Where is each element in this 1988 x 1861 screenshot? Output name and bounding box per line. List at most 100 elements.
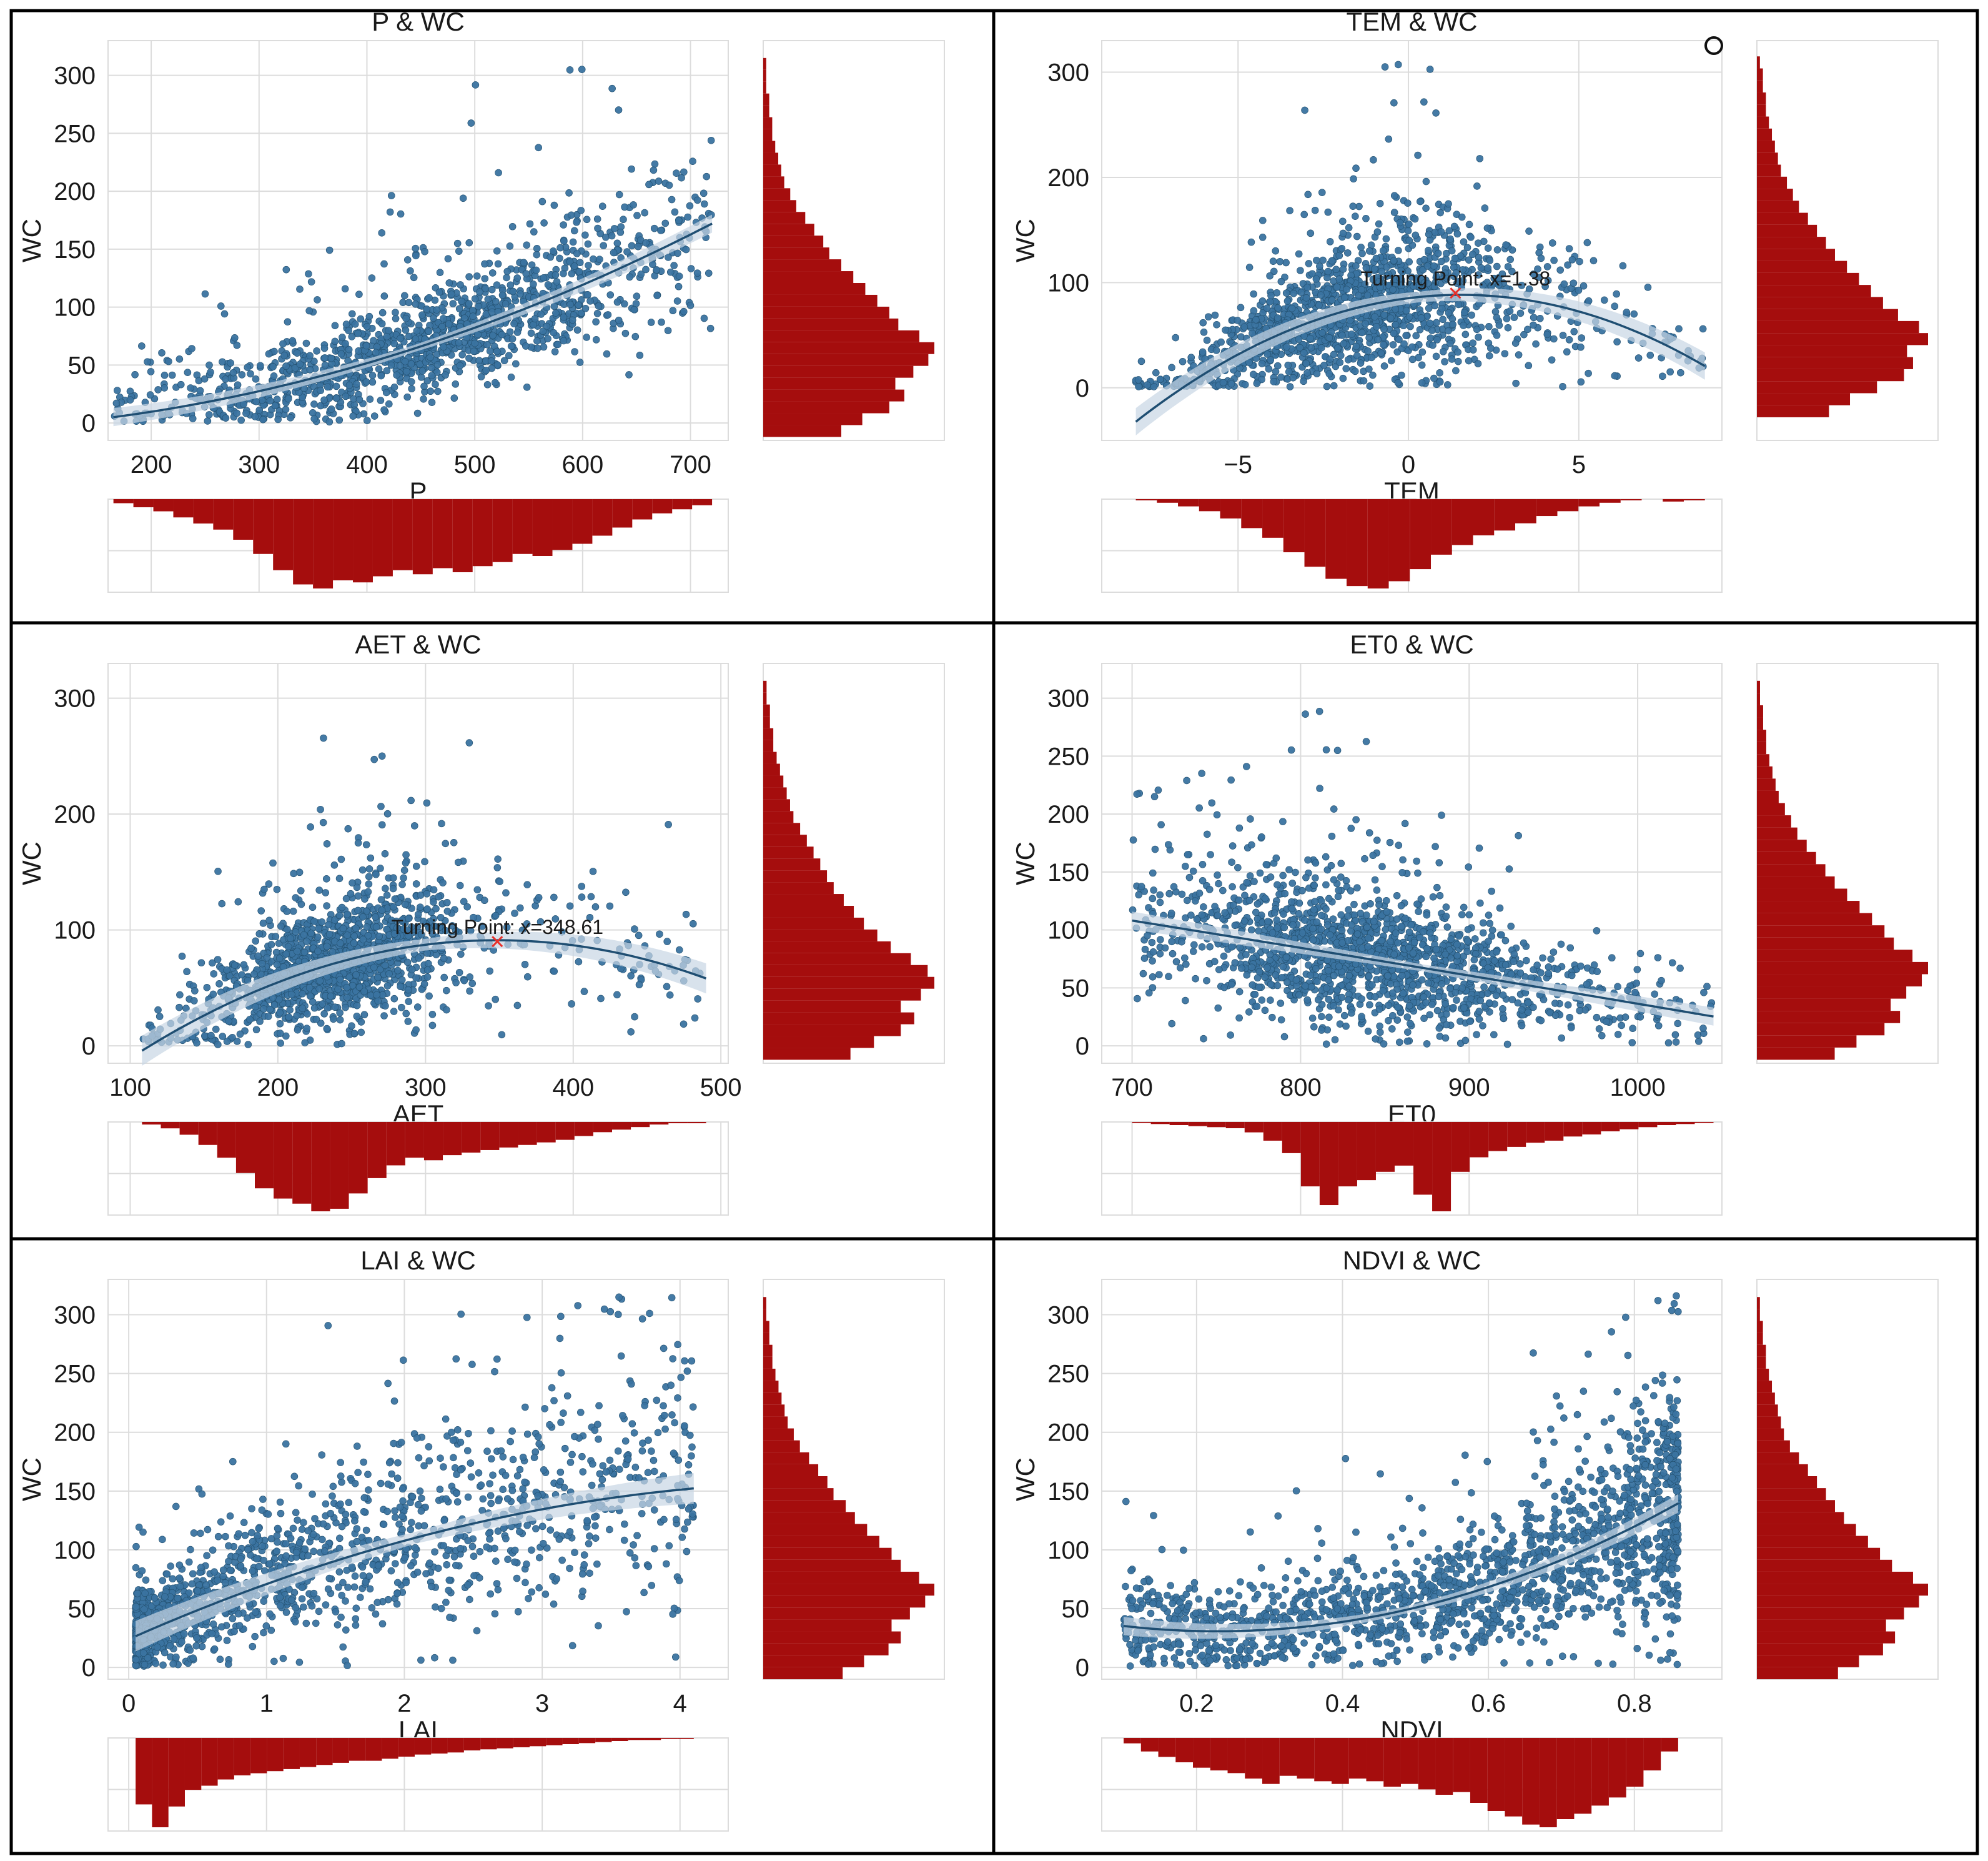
scatter-point xyxy=(1450,321,1456,328)
scatter-point xyxy=(1391,192,1398,199)
scatter-point xyxy=(184,968,190,975)
scatter-point xyxy=(190,997,197,1004)
histogram-bar xyxy=(1684,499,1705,500)
scatter-point xyxy=(246,1016,253,1023)
scatter-point xyxy=(425,960,432,967)
scatter-point xyxy=(1366,247,1373,254)
scatter-point xyxy=(427,388,434,395)
chart-title: TEM & WC xyxy=(1347,7,1478,36)
scatter-point xyxy=(373,991,380,998)
scatter-point xyxy=(455,339,462,346)
scatter-point xyxy=(665,254,671,261)
scatter-point xyxy=(484,341,491,348)
scatter-point xyxy=(393,372,400,379)
scatter-point xyxy=(1138,358,1145,365)
scatter-point xyxy=(441,974,448,981)
scatter-point xyxy=(1455,358,1461,365)
x-tick-label: 300 xyxy=(238,451,280,479)
scatter-point xyxy=(1578,335,1585,342)
histogram-bar xyxy=(1368,499,1389,588)
scatter-point xyxy=(337,1010,344,1016)
histogram-bar xyxy=(1757,405,1829,417)
scatter-point xyxy=(326,247,333,254)
scatter-point xyxy=(320,819,327,826)
scatter-point xyxy=(365,888,372,895)
scatter-point xyxy=(1144,382,1150,389)
scatter-point xyxy=(352,925,359,931)
scatter-point xyxy=(643,239,650,246)
scatter-point xyxy=(257,362,264,369)
scatter-point xyxy=(245,1041,252,1048)
scatter-point xyxy=(222,376,229,383)
scatter-point xyxy=(573,250,580,257)
x-tick-label: 1000 xyxy=(1610,1074,1666,1101)
scatter-point xyxy=(571,349,578,355)
histogram-bar xyxy=(292,1122,311,1204)
scatter-point xyxy=(366,313,373,320)
scatter-point xyxy=(339,334,345,340)
scatter-point xyxy=(1381,362,1388,369)
scatter-point xyxy=(466,740,473,747)
scatter-point xyxy=(509,223,516,230)
scatter-point xyxy=(405,986,412,993)
scatter-point xyxy=(277,1010,284,1016)
scatter-point xyxy=(359,866,366,873)
scatter-point xyxy=(405,333,412,340)
scatter-point xyxy=(269,860,276,866)
scatter-point xyxy=(258,908,265,915)
scatter-point xyxy=(424,906,431,913)
scatter-point xyxy=(568,270,575,277)
scatter-point xyxy=(394,967,401,974)
scatter-point xyxy=(635,932,642,939)
scatter-point xyxy=(573,219,580,226)
scatter-point xyxy=(1270,378,1277,385)
scatter-point xyxy=(571,262,578,269)
scatter-point xyxy=(1460,239,1467,246)
histogram-bar xyxy=(672,499,692,509)
scatter-point xyxy=(1337,352,1344,359)
scatter-point xyxy=(1383,236,1390,242)
scatter-point xyxy=(1407,323,1413,330)
scatter-point xyxy=(569,317,576,324)
scatter-point xyxy=(1409,344,1416,350)
scatter-point xyxy=(342,285,349,292)
histogram-bar xyxy=(763,870,827,882)
y-tick-label: 0 xyxy=(82,410,96,437)
scatter-point xyxy=(1243,763,1250,770)
y-tick-label: 300 xyxy=(1047,59,1089,87)
scatter-point xyxy=(628,1028,635,1035)
scatter-point xyxy=(324,384,331,390)
histogram-bar xyxy=(443,1122,462,1155)
scatter-point xyxy=(423,800,430,806)
scatter-point xyxy=(440,344,447,350)
histogram-bar xyxy=(763,799,790,811)
scatter-point xyxy=(370,337,377,344)
scatter-point xyxy=(550,247,556,254)
scatter-point xyxy=(147,368,154,375)
scatter-point xyxy=(320,735,327,742)
scatter-point xyxy=(552,272,559,279)
scatter-point xyxy=(703,173,710,180)
scatter-point xyxy=(1425,305,1432,312)
scatter-point xyxy=(405,299,412,306)
scatter-point xyxy=(1364,292,1371,299)
scatter-point xyxy=(336,875,343,882)
scatter-point xyxy=(1212,312,1219,319)
scatter-point xyxy=(322,890,329,896)
scatter-point xyxy=(292,928,299,935)
scatter-point xyxy=(1285,362,1292,369)
scatter-point xyxy=(1494,246,1501,253)
scatter-point xyxy=(424,974,431,981)
scatter-point xyxy=(384,983,391,990)
scatter-point xyxy=(1360,377,1367,384)
scatter-point xyxy=(457,951,464,958)
scatter-point xyxy=(445,256,452,262)
scatter-point xyxy=(402,860,409,866)
scatter-point xyxy=(1338,332,1345,339)
scatter-point xyxy=(1611,303,1618,310)
scatter-point xyxy=(1382,64,1388,71)
histogram-bar xyxy=(293,499,313,585)
histogram-bar xyxy=(763,164,781,176)
scatter-point xyxy=(1549,239,1556,246)
histogram-bar xyxy=(763,188,790,200)
